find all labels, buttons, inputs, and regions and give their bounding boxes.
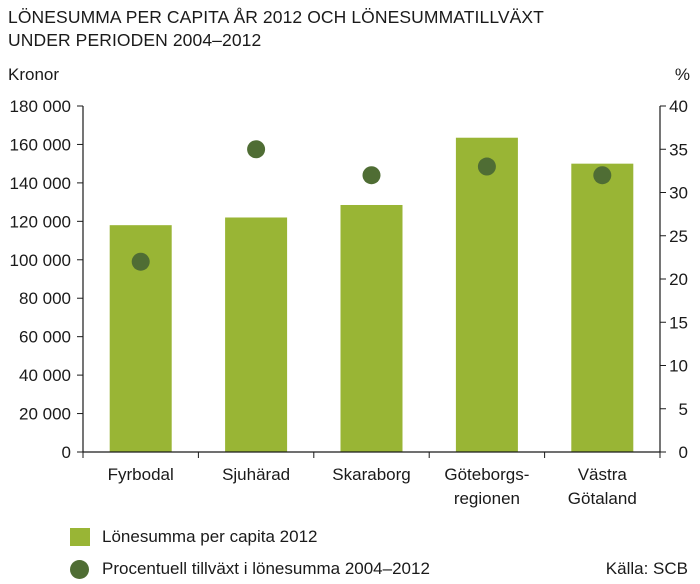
growth-dot-3 — [362, 166, 381, 185]
category-label: regionen — [454, 489, 520, 508]
growth-dot-1 — [131, 252, 150, 271]
legend-bar-label: Lönesumma per capita 2012 — [102, 527, 318, 546]
right-tick-label: 0 — [679, 443, 688, 462]
legend-item-bars: Lönesumma per capita 2012 — [70, 527, 317, 547]
category-label: Göteborgs- — [444, 465, 529, 484]
left-tick-label: 160 000 — [10, 135, 71, 154]
left-tick-label: 100 000 — [10, 251, 71, 270]
bar-5 — [571, 163, 634, 452]
right-tick-label: 30 — [669, 184, 688, 203]
growth-dot-4 — [477, 157, 496, 176]
growth-dot-5 — [593, 166, 612, 185]
left-tick-label: 20 000 — [19, 405, 71, 424]
legend-item-dots: Procentuell tillväxt i lönesumma 2004–20… — [70, 559, 430, 579]
category-label: Fyrbodal — [108, 465, 174, 484]
right-tick-label: 15 — [669, 313, 688, 332]
left-tick-label: 40 000 — [19, 366, 71, 385]
right-tick-label: 10 — [669, 357, 688, 376]
chart-title-line-2: UNDER PERIODEN 2004–2012 — [8, 30, 262, 50]
left-tick-label: 140 000 — [10, 174, 71, 193]
legend-dot-swatch — [70, 559, 89, 579]
chart-title: LÖNESUMMA PER CAPITA ÅR 2012 OCH LÖNESUM… — [8, 6, 544, 52]
category-label: Sjuhärad — [222, 465, 290, 484]
growth-dot-2 — [247, 140, 266, 159]
category-label: Skaraborg — [332, 465, 410, 484]
left-tick-label: 0 — [62, 443, 71, 462]
right-tick-label: 20 — [669, 270, 688, 289]
left-tick-label: 120 000 — [10, 212, 71, 231]
right-axis-title: % — [675, 65, 690, 84]
right-tick-label: 35 — [669, 140, 688, 159]
left-tick-label: 60 000 — [19, 328, 71, 347]
bar-3 — [340, 204, 403, 452]
bar-2 — [225, 217, 288, 452]
left-axis-title: Kronor — [8, 65, 59, 84]
chart-title-line-1: LÖNESUMMA PER CAPITA ÅR 2012 OCH LÖNESUM… — [8, 7, 544, 27]
category-label: Götaland — [568, 489, 637, 508]
right-tick-label: 40 — [669, 97, 688, 116]
source-note: Källa: SCB — [605, 559, 688, 578]
left-tick-label: 180 000 — [10, 97, 71, 116]
left-tick-label: 80 000 — [19, 289, 71, 308]
bar-4 — [455, 137, 518, 452]
legend-bar-swatch — [70, 528, 90, 546]
right-tick-label: 5 — [679, 400, 688, 419]
category-label: Västra — [578, 465, 628, 484]
right-tick-label: 25 — [669, 227, 688, 246]
legend-dot-label: Procentuell tillväxt i lönesumma 2004–20… — [102, 559, 430, 578]
